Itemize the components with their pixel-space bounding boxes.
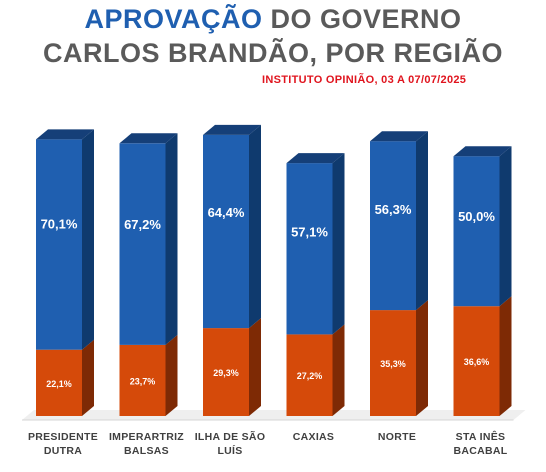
bar-lower-side: [249, 318, 261, 416]
bar-top-face: [370, 131, 428, 142]
bar-top-face: [453, 146, 512, 157]
category-label: NORTE: [378, 431, 416, 443]
category-label: BALSAS: [124, 445, 169, 457]
bar-lower-segment: [286, 334, 333, 416]
chart-subtitle: INSTITUTO OPINIÃO, 03 A 07/07/2025: [262, 74, 467, 86]
category-label: LUÍS: [217, 444, 242, 457]
bar-upper-side: [332, 153, 345, 335]
data-label-upper: 64,4%: [208, 205, 245, 220]
bar-lower-segment: [370, 310, 416, 416]
category-label: ILHA DE SÃO: [195, 430, 266, 443]
chart-title-line1: APROVAÇÃO DO GOVERNO: [0, 4, 546, 35]
data-label-upper: 57,1%: [291, 225, 328, 240]
bar-lower-segment: [203, 328, 249, 416]
bar-upper-side: [249, 124, 261, 329]
bar-upper-side: [165, 133, 178, 345]
bar-group: 67,2% 23,7%: [119, 133, 178, 416]
bar-lower-segment: [36, 349, 82, 416]
chart-floor: [22, 410, 526, 421]
bar-lower-side: [165, 334, 178, 416]
bar-upper-segment: [203, 134, 249, 329]
bar-lower-side: [416, 300, 428, 416]
data-label-lower: 22,1%: [46, 379, 72, 389]
bar-lower-side: [82, 339, 94, 416]
bar-group: 50,0% 36,6%: [453, 146, 512, 416]
bar-top-face: [203, 124, 261, 135]
bar-upper-side: [416, 131, 428, 311]
bar-upper-segment: [286, 163, 333, 335]
bar-upper-side: [499, 146, 512, 307]
chart-title-line2: CARLOS BRANDÃO, POR REGIÃO: [42, 38, 504, 68]
data-label-lower: 29,3%: [213, 368, 239, 378]
category-label: PRESIDENTE: [28, 431, 98, 443]
bar-lower-side: [499, 296, 512, 416]
bar-upper-segment: [119, 143, 166, 345]
data-label-lower: 23,7%: [130, 376, 156, 386]
category-labels-group: PRESIDENTE DUTRA IMPERARTRIZ BALSAS ILHA DE …: [28, 430, 508, 457]
bar-top-face: [119, 133, 178, 144]
data-label-upper: 56,3%: [375, 202, 412, 217]
category-label: STA INÊS: [456, 430, 506, 443]
data-label-lower: 36,6%: [464, 357, 490, 367]
category-label: BACABAL: [453, 445, 507, 457]
bars-group: 70,1% 22,1% 67,2% 23,7% 64,4% 29,3% 57,1% 27,2%…: [36, 124, 512, 416]
data-label-upper: 50,0%: [458, 209, 495, 224]
bar-lower-segment: [453, 306, 500, 416]
data-label-upper: 67,2%: [124, 217, 161, 232]
data-label-lower: 27,2%: [297, 371, 323, 381]
bar-upper-side: [82, 129, 94, 350]
bar-lower-side: [332, 324, 345, 416]
bar-upper-segment: [36, 139, 82, 350]
data-label-upper: 70,1%: [41, 217, 78, 232]
bar-upper-segment: [453, 156, 500, 307]
chart-floor-plane: [22, 410, 526, 420]
bar-group: 70,1% 22,1%: [36, 129, 94, 416]
bar-lower-segment: [119, 344, 166, 416]
data-label-lower: 35,3%: [380, 359, 406, 369]
category-label: IMPERARTRIZ: [109, 431, 184, 443]
category-label: CAXIAS: [293, 431, 334, 443]
category-label: DUTRA: [44, 445, 82, 457]
bar-group: 64,4% 29,3%: [203, 124, 261, 416]
bar-upper-segment: [370, 141, 416, 311]
chart-title-accent: APROVAÇÃO: [84, 4, 263, 34]
bar-top-face: [286, 153, 345, 164]
bar-top-face: [36, 129, 94, 140]
bar-group: 56,3% 35,3%: [370, 131, 428, 416]
bar-group: 57,1% 27,2%: [286, 153, 345, 416]
chart-title-rest: DO GOVERNO: [262, 4, 462, 34]
